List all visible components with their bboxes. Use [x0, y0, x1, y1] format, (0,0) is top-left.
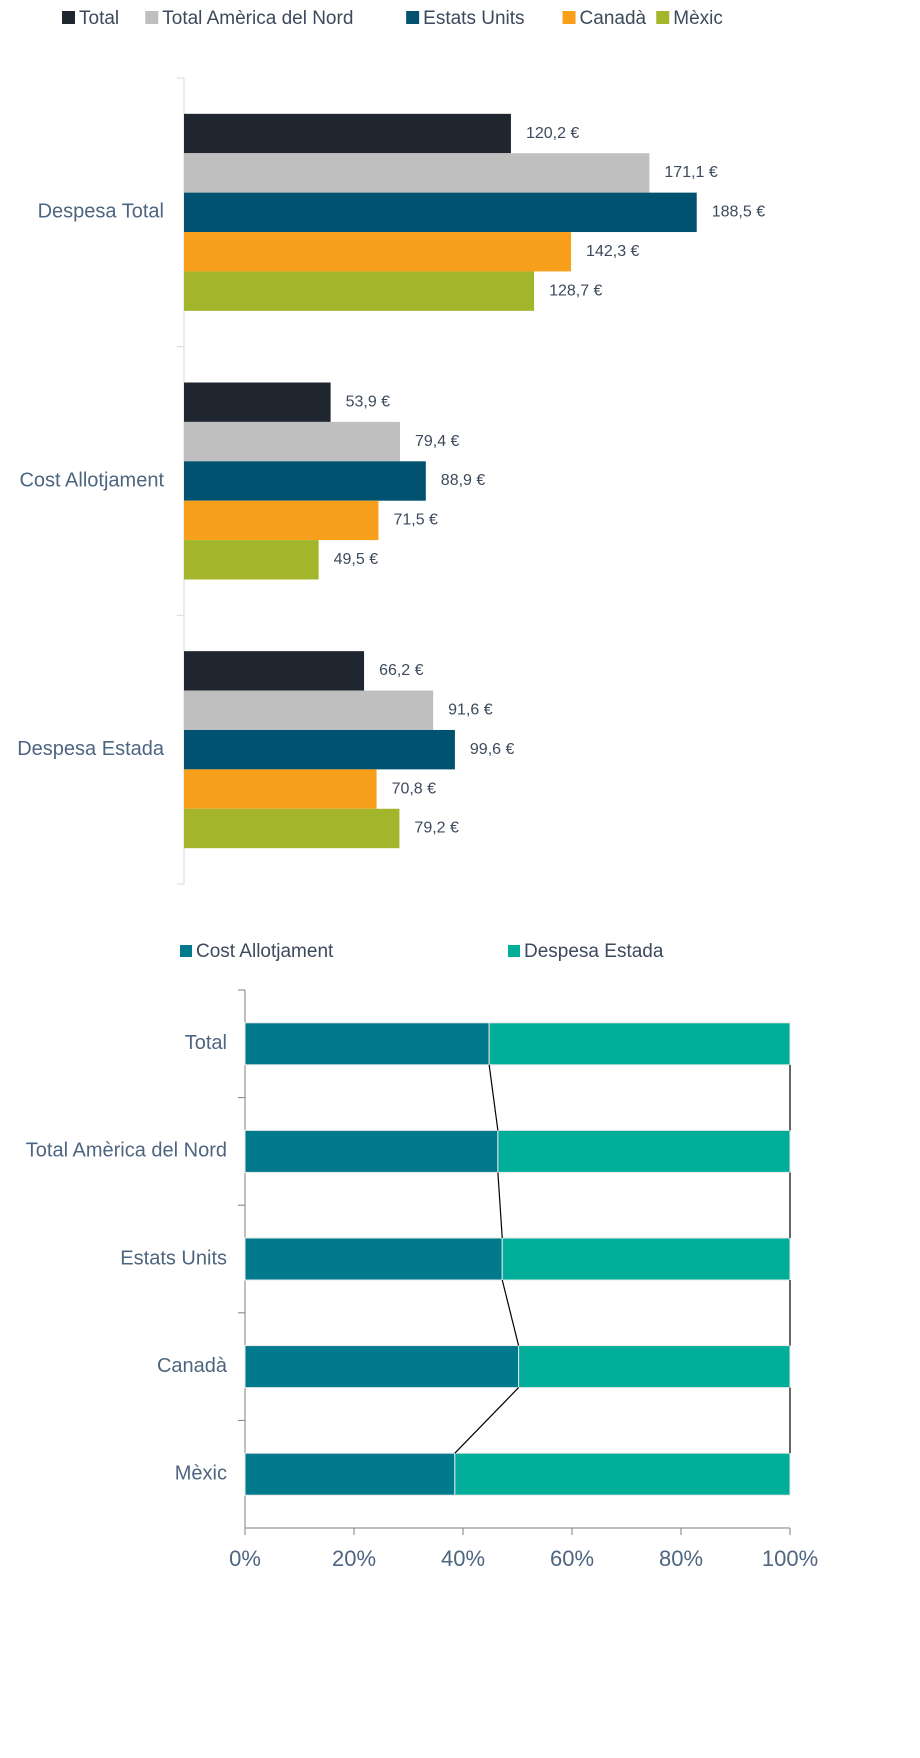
bar-segment	[244, 1452, 456, 1496]
legend-label: Cost Allotjament	[196, 941, 334, 962]
value-label: 70,8 €	[392, 780, 437, 797]
bar	[184, 729, 455, 770]
value-label: 71,5 €	[393, 512, 438, 529]
legend-swatch	[508, 945, 520, 957]
bar-segment	[244, 1237, 503, 1281]
bar-segment	[488, 1022, 791, 1066]
legend-label: Mèxic	[673, 8, 723, 29]
bar	[184, 540, 319, 580]
x-tick-label: 100%	[762, 1546, 818, 1571]
series-line	[501, 1279, 520, 1346]
bar	[184, 808, 400, 849]
legend-swatch	[62, 11, 75, 24]
value-label: 88,9 €	[441, 472, 486, 489]
value-label: 99,6 €	[470, 741, 515, 758]
category-label: Despesa Total	[38, 201, 164, 223]
legend-swatch	[562, 11, 576, 24]
bar	[184, 690, 434, 730]
x-tick-label: 80%	[659, 1546, 703, 1571]
value-label: 79,2 €	[414, 820, 459, 837]
legend-swatch	[145, 11, 159, 24]
series-line	[454, 1387, 520, 1454]
bar	[184, 382, 331, 422]
legend-label: Despesa Estada	[524, 941, 664, 962]
legend-swatch	[180, 945, 192, 957]
value-label: 142,3 €	[586, 243, 639, 260]
legend-label: Total Amèrica del Nord	[162, 8, 353, 29]
bar-segment	[501, 1237, 791, 1281]
value-label: 128,7 €	[549, 282, 602, 299]
bar	[184, 769, 377, 809]
legend-label: Total	[79, 8, 119, 29]
bar-segment	[244, 1022, 490, 1066]
bar	[184, 500, 379, 541]
value-label: 53,9 €	[346, 393, 391, 410]
x-tick-label: 40%	[441, 1546, 485, 1571]
category-label: Mèxic	[175, 1462, 227, 1484]
value-label: 120,2 €	[526, 125, 579, 142]
bar-segment	[497, 1129, 791, 1173]
value-label: 188,5 €	[712, 204, 765, 221]
bar	[184, 271, 535, 311]
value-label: 171,1 €	[664, 164, 717, 181]
category-label: Estats Units	[120, 1247, 227, 1269]
bar-segment	[244, 1129, 499, 1173]
bar	[184, 421, 400, 462]
bar	[184, 153, 650, 193]
value-label: 66,2 €	[379, 662, 424, 679]
bar	[184, 192, 697, 233]
category-label: Canadà	[157, 1355, 228, 1377]
legend-label: Canadà	[580, 8, 647, 29]
bar-segment	[244, 1345, 520, 1389]
value-label: 91,6 €	[448, 701, 493, 718]
bar	[184, 113, 511, 154]
x-tick-label: 0%	[229, 1546, 261, 1571]
category-label: Total	[185, 1032, 227, 1054]
bar-segment	[454, 1452, 791, 1496]
series-line	[488, 1064, 499, 1131]
value-label: 79,4 €	[415, 433, 460, 450]
legend-swatch	[656, 11, 670, 24]
category-label: Cost Allotjament	[19, 469, 164, 491]
bar	[184, 461, 426, 501]
series-line	[497, 1172, 503, 1239]
value-label: 49,5 €	[334, 551, 379, 568]
category-label: Total Amèrica del Nord	[26, 1140, 227, 1162]
bar	[184, 232, 572, 272]
category-label: Despesa Estada	[17, 738, 165, 760]
legend-swatch	[406, 11, 420, 24]
bar	[184, 651, 365, 691]
legend-label: Estats Units	[423, 8, 524, 29]
bar-segment	[518, 1345, 791, 1389]
x-tick-label: 20%	[332, 1546, 376, 1571]
x-tick-label: 60%	[550, 1546, 594, 1571]
